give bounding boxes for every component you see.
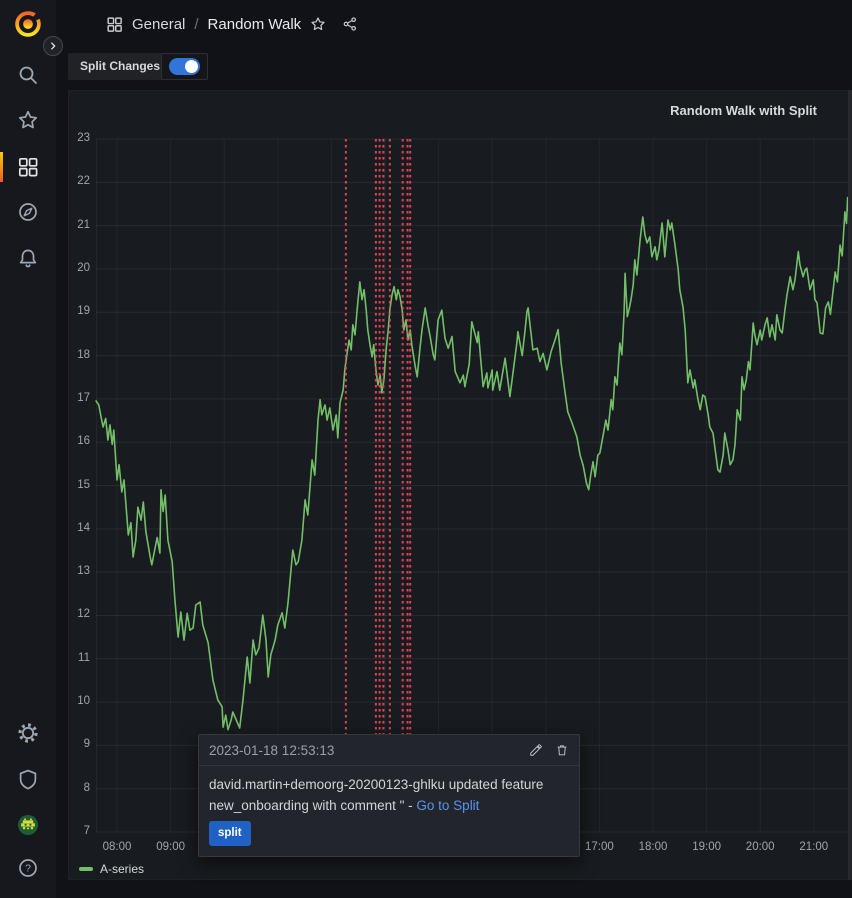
sidebar-item-search[interactable] (17, 64, 39, 86)
legend-series-label: A-series (100, 862, 145, 876)
star-outline-icon (311, 17, 325, 31)
x-axis-tick-label: 20:00 (745, 841, 775, 853)
series-line-A-series (95, 196, 851, 731)
favorite-dashboard-button[interactable] (310, 16, 327, 33)
gear-icon (18, 723, 38, 743)
search-icon (19, 66, 37, 84)
y-axis-tick-label: 15 (77, 478, 90, 491)
sidebar-item-server-admin[interactable] (17, 768, 39, 790)
panel-title[interactable]: Random Walk with Split (670, 103, 817, 118)
avatar-invader-icon (18, 815, 38, 835)
breadcrumb: General / Random Walk (106, 11, 359, 37)
sidebar-item-user-avatar[interactable] (17, 814, 39, 836)
scrollbar[interactable] (848, 90, 851, 880)
y-axis-tick-label: 19 (77, 305, 90, 318)
y-axis-tick-label: 14 (77, 521, 90, 534)
toggle-pill (169, 58, 200, 75)
y-axis-tick-label: 11 (78, 651, 90, 664)
y-axis-tick-label: 21 (77, 218, 90, 231)
x-axis-tick-label: 17:00 (585, 841, 614, 853)
y-axis-tick-label: 10 (77, 695, 90, 708)
annotation-text: david.martin+demoorg-20200123-ghlku upda… (209, 777, 544, 813)
edit-annotation-button[interactable] (529, 743, 543, 757)
annotation-tooltip: 2023-01-18 12:53:13 david.martin+demoorg… (198, 734, 580, 857)
x-axis-tick-label: 09:00 (156, 841, 185, 853)
y-axis-tick-label: 9 (83, 738, 90, 751)
apps-grid-icon (18, 157, 38, 177)
sidebar-item-alerting[interactable] (17, 247, 39, 269)
trash-icon (557, 745, 567, 756)
dashboard-grid-icon (106, 16, 123, 33)
sidebar-item-starred[interactable] (17, 109, 39, 131)
shield-icon (19, 769, 37, 790)
chevron-right-icon (51, 42, 56, 50)
y-axis-tick-label: 18 (77, 348, 90, 361)
y-axis-tick-label: 13 (77, 565, 90, 578)
active-section-indicator (0, 152, 3, 182)
split-changes-label[interactable]: Split Changes (68, 53, 173, 80)
breadcrumb-separator: / (194, 15, 199, 33)
annotation-tag-split[interactable]: split (209, 821, 251, 846)
help-circle-icon: ? (19, 859, 37, 877)
sidebar: ? (0, 0, 63, 898)
grafana-logo[interactable] (11, 7, 45, 41)
x-axis-tick-label: 08:00 (102, 841, 132, 853)
bell-icon (19, 249, 37, 268)
legend-item-a-series[interactable]: A-series (79, 862, 144, 876)
delete-annotation-button[interactable] (555, 743, 569, 757)
sidebar-item-dashboards[interactable] (17, 156, 39, 178)
legend-color-swatch (79, 867, 93, 871)
split-changes-toggle[interactable] (161, 53, 208, 80)
pencil-icon (530, 744, 542, 756)
sidebar-item-configuration[interactable] (17, 722, 39, 744)
share-alt-icon (343, 17, 357, 31)
star-icon (18, 110, 38, 129)
chart-canvas[interactable] (95, 138, 851, 846)
grafana-logo-icon (15, 11, 41, 37)
annotation-timestamp: 2023-01-18 12:53:13 (209, 742, 335, 758)
x-axis-tick-label: 19:00 (692, 841, 721, 853)
annotation-tooltip-body: david.martin+demoorg-20200123-ghlku upda… (199, 766, 579, 856)
sidebar-expand-button[interactable] (43, 36, 63, 56)
svg-text:?: ? (25, 863, 31, 875)
y-axis-tick-label: 7 (83, 825, 90, 837)
breadcrumb-folder[interactable]: General (132, 15, 186, 33)
x-axis-tick-label: 21:00 (799, 841, 829, 853)
y-axis-tick-label: 20 (77, 261, 90, 274)
y-axis-tick-label: 8 (83, 781, 90, 794)
y-axis-tick-label: 23 (77, 132, 90, 144)
y-axis-tick-label: 12 (77, 608, 90, 621)
y-axis-tick-label: 16 (77, 435, 90, 448)
y-axis-tick-label: 22 (77, 175, 90, 188)
share-dashboard-button[interactable] (342, 16, 359, 33)
annotation-tooltip-header: 2023-01-18 12:53:13 (199, 735, 579, 766)
toggle-knob (185, 60, 198, 73)
x-axis-tick-label: 18:00 (638, 841, 668, 853)
sidebar-item-help[interactable]: ? (17, 857, 39, 879)
sidebar-item-explore[interactable] (17, 201, 39, 223)
compass-icon (19, 203, 37, 221)
y-axis-tick-label: 17 (77, 391, 90, 404)
breadcrumb-dashboard-name[interactable]: Random Walk (207, 15, 302, 33)
go-to-split-link[interactable]: Go to Split (416, 798, 480, 813)
